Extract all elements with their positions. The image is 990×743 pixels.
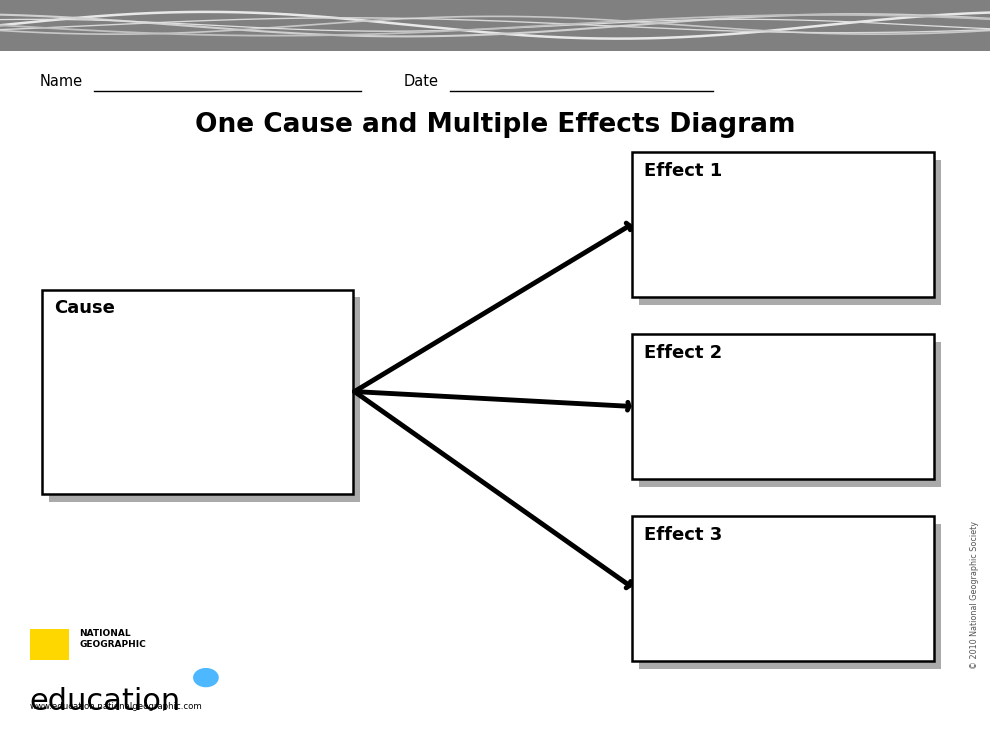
Bar — [30, 629, 69, 660]
Bar — [632, 334, 934, 479]
Bar — [639, 524, 940, 669]
Text: Cause: Cause — [54, 299, 115, 317]
Text: Effect 2: Effect 2 — [644, 344, 723, 362]
Text: Effect 1: Effect 1 — [644, 162, 723, 180]
Bar — [42, 290, 353, 494]
Text: Effect 3: Effect 3 — [644, 526, 723, 544]
Text: Name: Name — [40, 74, 83, 89]
Bar — [632, 516, 934, 661]
Text: Date: Date — [404, 74, 439, 89]
Bar — [632, 152, 934, 297]
Text: NATIONAL
GEOGRAPHIC: NATIONAL GEOGRAPHIC — [79, 629, 146, 649]
Bar — [639, 342, 940, 487]
Text: education: education — [30, 687, 181, 716]
Text: © 2010 National Geographic Society: © 2010 National Geographic Society — [969, 521, 979, 669]
Circle shape — [193, 668, 219, 687]
Bar — [49, 297, 360, 502]
Text: www.education.nationalgeographic.com: www.education.nationalgeographic.com — [30, 702, 202, 711]
Text: One Cause and Multiple Effects Diagram: One Cause and Multiple Effects Diagram — [195, 112, 795, 138]
Bar — [639, 160, 940, 305]
Bar — [0, 0, 990, 51]
